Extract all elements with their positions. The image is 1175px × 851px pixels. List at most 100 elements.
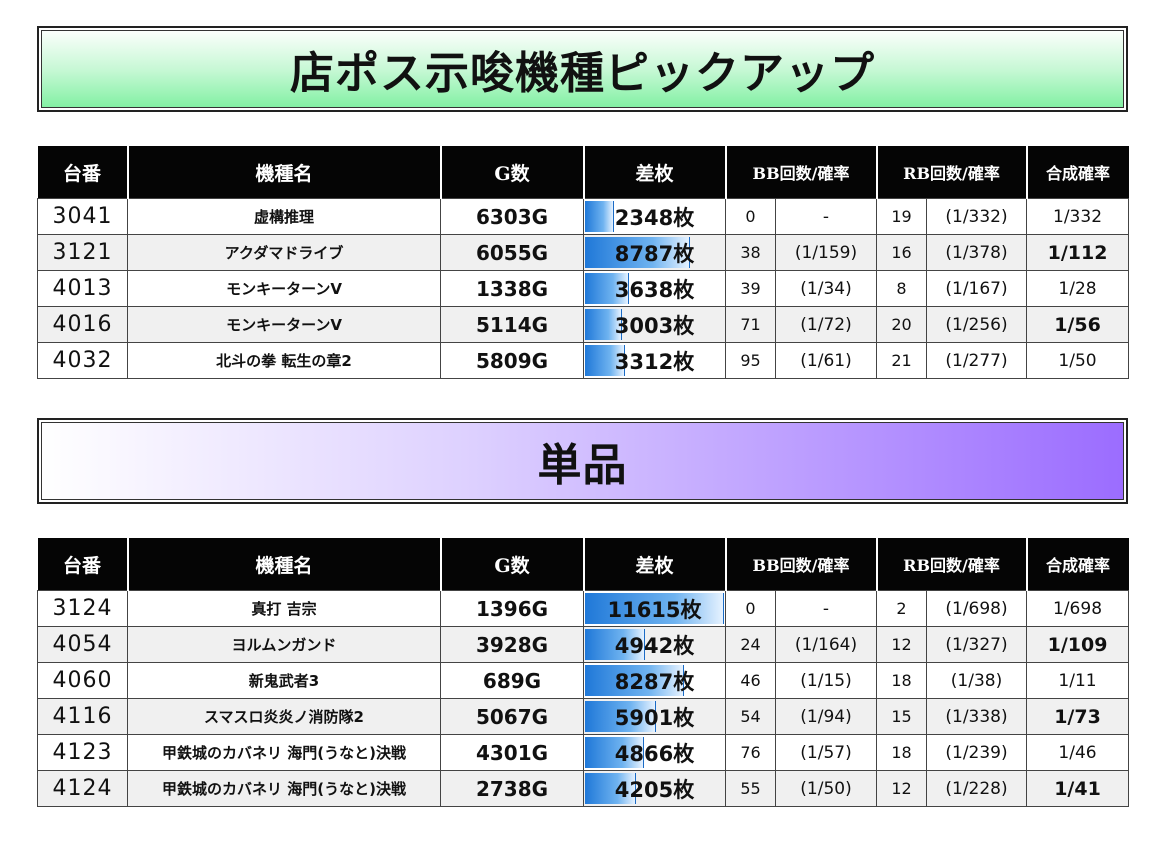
table-row: 4123 甲鉄城のカバネリ 海門(うなと)決戦 4301G 4866枚 76 (1/57)… [37,734,1130,771]
rb-count-cell: 2 [876,590,927,627]
header-combined: 合成確率 [1025,146,1129,199]
header-diff: 差枚 [582,146,726,199]
bb-prob-cell: (1/15) [775,662,877,699]
rb-count-cell: 19 [876,198,927,235]
bb-prob-cell: (1/159) [775,234,877,271]
diff-value: 3312枚 [614,349,695,374]
bb-count-cell: 0 [725,590,776,627]
bb-prob-cell: (1/34) [775,270,877,307]
table-header-row: 台番 機種名 G数 差枚 BB回数/確率 RB回数/確率 合成確率 [37,538,1129,591]
combined-prob-cell: 1/28 [1026,270,1130,307]
header-model: 機種名 [126,146,441,199]
rb-count-cell: 8 [876,270,927,307]
diff-cell: 8287枚 [583,662,726,699]
diff-cell: 11615枚 [583,590,726,627]
games-cell: 5067G [440,698,584,735]
table-row: 4116 スマスロ炎炎ノ消防隊2 5067G 5901枚 54 (1/94) 15 (1/33… [37,698,1130,735]
diff-bar [585,665,684,696]
table-row: 3124 真打 吉宗 1396G 11615枚 0-2 (1/698) 1/698 [37,590,1130,627]
table-row: 4054 ヨルムンガンド 3928G 4942枚 24 (1/164) 12 (1/327) 1… [37,626,1130,663]
bb-count-cell: 55 [725,770,776,807]
header-games: G数 [439,146,584,199]
single-banner: 単品 [37,418,1128,504]
machine-no-cell: 4054 [37,626,128,663]
diff-bar [585,273,629,304]
games-cell: 6055G [440,234,584,271]
combined-prob-cell: 1/41 [1026,770,1130,807]
diff-cell: 8787枚 [583,234,726,271]
rb-count-cell: 20 [876,306,927,343]
rb-count-cell: 12 [876,770,927,807]
header-games: G数 [439,538,584,591]
diff-bar [585,309,622,340]
rb-count-cell: 18 [876,662,927,699]
header-bb: BB回数/確率 [724,538,877,591]
diff-cell: 3638枚 [583,270,726,307]
model-cell: モンキーターンV [127,306,441,343]
bb-count-cell: 76 [725,734,776,771]
combined-prob-cell: 1/46 [1026,734,1130,771]
bb-count-cell: 95 [725,342,776,379]
diff-bar [585,201,614,232]
table-row: 4032 北斗の拳 転生の章2 5809G 3312枚 95 (1/61) 21 (1/277… [37,342,1130,379]
bb-prob-cell: (1/72) [775,306,877,343]
diff-cell: 2348枚 [583,198,726,235]
games-cell: 1396G [440,590,584,627]
combined-prob-cell: 1/112 [1026,234,1130,271]
header-model: 機種名 [126,538,441,591]
machine-no-cell: 4016 [37,306,128,343]
games-cell: 3928G [440,626,584,663]
bb-prob-cell: (1/61) [775,342,877,379]
rb-prob-cell: (1/38) [925,662,1028,699]
combined-prob-cell: 1/109 [1026,626,1130,663]
table-row: 4016 モンキーターンV 5114G 3003枚 71 (1/72) 20 (1/256) 1… [37,306,1130,343]
diff-value: 4866枚 [614,741,695,766]
machine-no-cell: 4123 [37,734,128,771]
bb-count-cell: 71 [725,306,776,343]
bb-count-cell: 46 [725,662,776,699]
games-cell: 689G [440,662,584,699]
diff-cell: 4942枚 [583,626,726,663]
table-row: 4060 新鬼武者3 689G 8287枚 46 (1/15) 18 (1/38) 1/11 [37,662,1130,699]
rb-prob-cell: (1/378) [925,234,1028,271]
model-cell: 北斗の拳 転生の章2 [127,342,441,379]
bb-count-cell: 39 [725,270,776,307]
rb-prob-cell: (1/332) [925,198,1028,235]
rb-prob-cell: (1/228) [925,770,1028,807]
rb-prob-cell: (1/698) [925,590,1028,627]
diff-cell: 4205枚 [583,770,726,807]
header-rb: RB回数/確率 [875,146,1027,199]
single-table: 台番 機種名 G数 差枚 BB回数/確率 RB回数/確率 合成確率 3124 真打… [37,538,1130,807]
model-cell: モンキーターンV [127,270,441,307]
table-row: 4124 甲鉄城のカバネリ 海門(うなと)決戦 2738G 4205枚 55 (1/50)… [37,770,1130,807]
header-machine-no: 台番 [37,538,128,591]
combined-prob-cell: 1/50 [1026,342,1130,379]
machine-no-cell: 3121 [37,234,128,271]
games-cell: 5809G [440,342,584,379]
games-cell: 5114G [440,306,584,343]
table-row: 3121 アクダマドライブ 6055G 8787枚 38 (1/159) 16 (1/378)… [37,234,1130,271]
diff-value: 5901枚 [614,705,695,730]
pickup-title: 店ポス示唆機種ピックアップ [290,48,875,99]
machine-no-cell: 4060 [37,662,128,699]
header-rb: RB回数/確率 [875,538,1027,591]
bb-prob-cell: (1/94) [775,698,877,735]
bb-count-cell: 38 [725,234,776,271]
header-diff: 差枚 [582,538,726,591]
diff-bar [585,593,724,624]
diff-bar [585,737,644,768]
model-cell: 虚構推理 [127,198,441,235]
games-cell: 2738G [440,770,584,807]
games-cell: 6303G [440,198,584,235]
single-title: 単品 [537,440,628,491]
rb-prob-cell: (1/167) [925,270,1028,307]
diff-value: 11615枚 [607,597,702,622]
bb-prob-cell: (1/50) [775,770,877,807]
rb-prob-cell: (1/239) [925,734,1028,771]
bb-prob-cell: (1/164) [775,626,877,663]
diff-value: 4205枚 [614,777,695,802]
model-cell: 真打 吉宗 [127,590,441,627]
diff-cell: 4866枚 [583,734,726,771]
header-bb: BB回数/確率 [724,146,877,199]
diff-cell: 5901枚 [583,698,726,735]
